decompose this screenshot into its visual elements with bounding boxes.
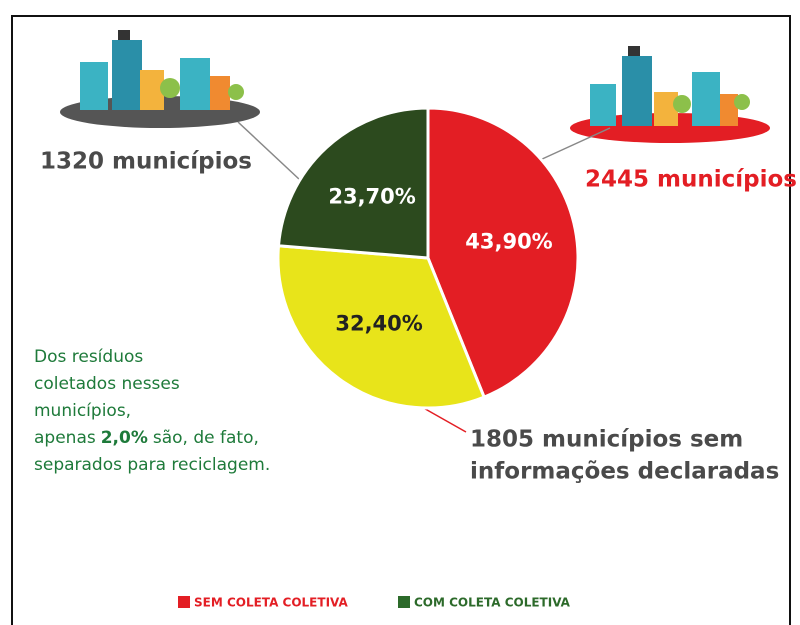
note-emphasis: 2,0% xyxy=(101,428,148,448)
legend-label: SEM COLETA COLETIVA xyxy=(194,596,349,610)
callout-text: 1805 municípios sem xyxy=(470,427,743,453)
note-text: Dos resíduos xyxy=(34,347,143,367)
note-text: municípios, xyxy=(34,401,131,421)
note-text: apenas xyxy=(34,428,96,448)
callout-text: informações declaradas xyxy=(470,459,779,485)
legend-swatch xyxy=(398,596,410,608)
slice-label: 32,40% xyxy=(335,311,422,335)
callout-text: 2445 municípios xyxy=(585,167,797,193)
legend-swatch xyxy=(178,596,190,608)
slice-label: 23,70% xyxy=(328,184,415,208)
note-text: separados para reciclagem. xyxy=(34,455,270,475)
legend-label: COM COLETA COLETIVA xyxy=(414,596,571,610)
note-text: coletados nesses xyxy=(34,374,180,394)
callout-text: 1320 municípios xyxy=(40,149,252,175)
infographic: 43,90% 32,40% 23,70% 2445 municípios 1805 m… xyxy=(0,0,800,625)
slice-label: 43,90% xyxy=(465,229,552,253)
pie: 43,90% 32,40% 23,70% xyxy=(278,108,578,408)
note-text: são, de fato, xyxy=(153,428,259,448)
